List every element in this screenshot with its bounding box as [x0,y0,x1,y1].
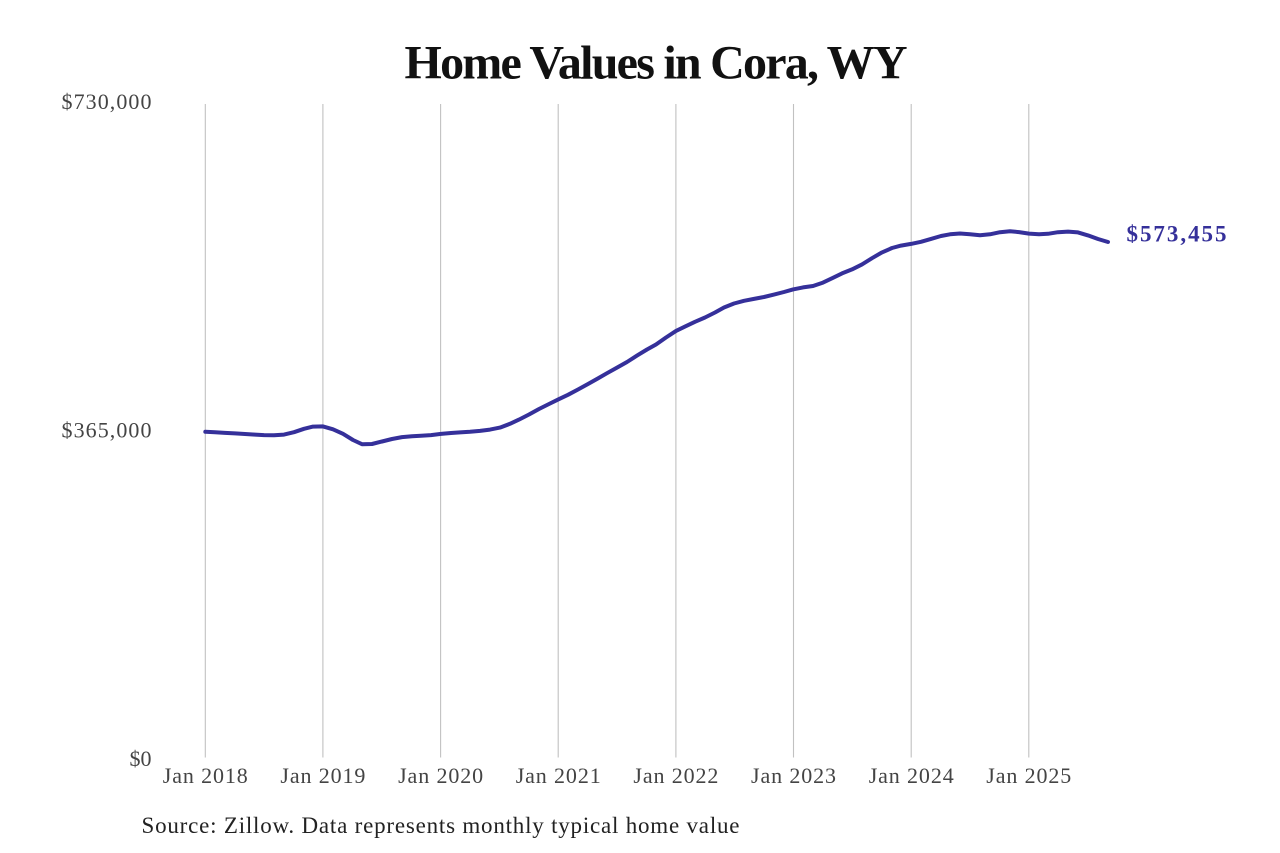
svg-text:Jan 2023: Jan 2023 [751,763,836,788]
svg-text:$730,000: $730,000 [62,89,152,114]
svg-text:Home Values in Cora, WY: Home Values in Cora, WY [405,37,908,90]
svg-text:Jan 2018: Jan 2018 [163,763,248,788]
svg-text:Jan 2019: Jan 2019 [280,763,365,788]
svg-text:Jan 2022: Jan 2022 [633,763,718,788]
svg-text:Jan 2024: Jan 2024 [869,763,954,788]
svg-text:$0: $0 [130,746,152,771]
svg-text:Jan 2025: Jan 2025 [986,763,1071,788]
svg-text:$365,000: $365,000 [62,418,152,443]
svg-text:Jan 2021: Jan 2021 [516,763,601,788]
svg-text:Jan 2020: Jan 2020 [398,763,483,788]
svg-text:$573,455: $573,455 [1127,222,1227,247]
svg-text:Source: Zillow. Data represent: Source: Zillow. Data represents monthly … [142,813,740,838]
